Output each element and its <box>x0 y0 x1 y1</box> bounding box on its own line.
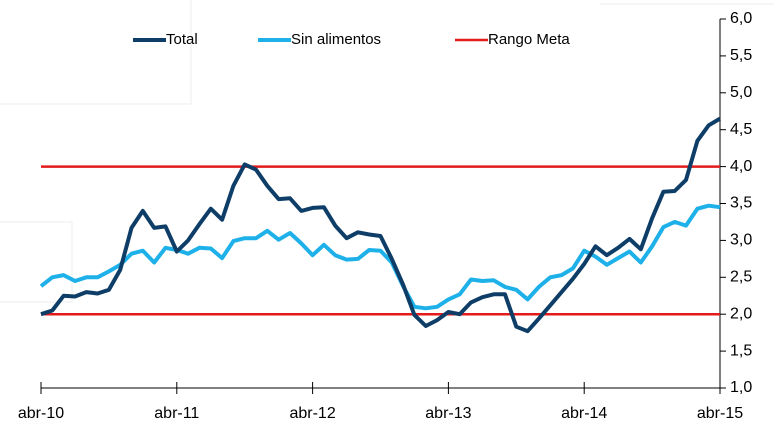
x-tick-label: abr-10 <box>18 405 64 422</box>
y-tick-label: 5,0 <box>730 84 752 101</box>
y-tick-label: 2,5 <box>730 269 752 286</box>
y-tick-label: 5,5 <box>730 47 752 64</box>
series-line <box>39 203 721 311</box>
y-tick-label: 3,5 <box>730 195 752 212</box>
y-tick-label: 4,0 <box>730 158 752 175</box>
background-panels <box>0 0 774 303</box>
y-tick-label: 4,5 <box>730 121 752 138</box>
y-tick-label: 1,0 <box>730 379 752 396</box>
x-tick-label: abr-13 <box>425 405 471 422</box>
y-tick-label: 3,0 <box>730 232 752 249</box>
x-tick-label: abr-14 <box>561 405 607 422</box>
y-tick-label: 2,0 <box>730 305 752 322</box>
legend-label: Rango Meta <box>488 31 570 48</box>
legend-label: Total <box>166 31 198 48</box>
legend-label: Sin alimentos <box>291 31 381 48</box>
panel <box>0 0 192 105</box>
x-tick-label: abr-15 <box>697 405 743 422</box>
y-tick-label: 6,0 <box>730 10 752 27</box>
x-tick-label: abr-12 <box>289 405 335 422</box>
series-line <box>40 116 722 334</box>
panel <box>0 221 73 303</box>
x-tick-label: abr-11 <box>154 405 199 422</box>
y-tick-label: 1,5 <box>730 342 752 359</box>
